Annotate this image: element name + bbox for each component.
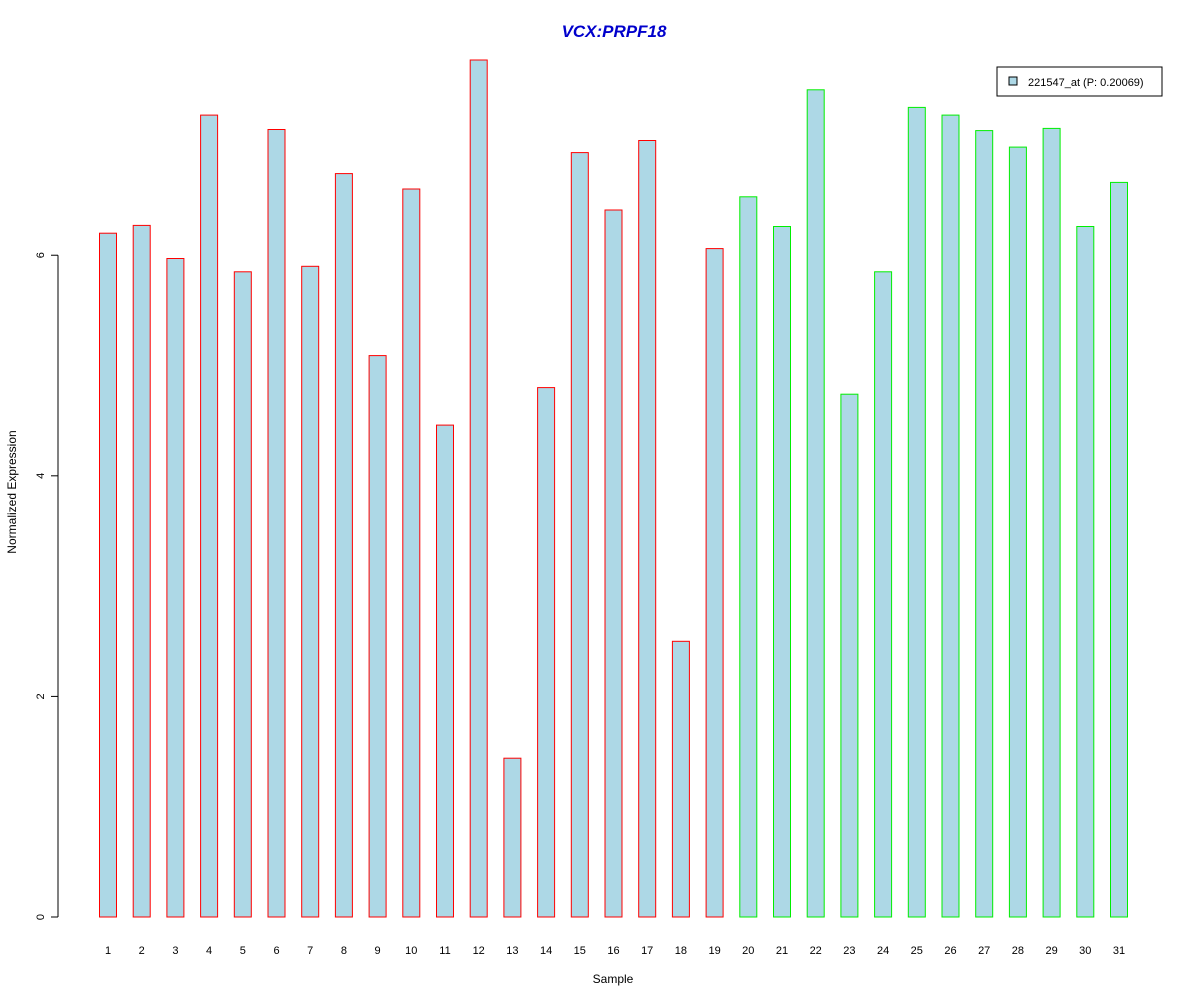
y-tick-label: 4 [35, 473, 47, 479]
bar-sample-27 [975, 130, 994, 918]
bar-sample-8 [334, 173, 353, 918]
bar-sample-2 [132, 224, 151, 918]
x-tick-label: 9 [375, 945, 381, 957]
x-tick-label: 5 [240, 945, 246, 957]
x-tick-label: 11 [439, 945, 450, 957]
x-tick-label: 6 [273, 945, 279, 957]
bar-sample-17 [638, 140, 657, 918]
bar-sample-6 [267, 129, 286, 918]
bar-sample-5 [233, 271, 252, 918]
bar-sample-26 [941, 114, 960, 918]
bars-group [99, 59, 1128, 918]
x-tick-label: 10 [405, 945, 417, 957]
x-tick-label: 4 [206, 945, 212, 957]
bar-sample-31 [1110, 181, 1128, 918]
bar-sample-7 [301, 265, 320, 918]
bar-sample-20 [739, 196, 758, 918]
bar-sample-25 [907, 106, 926, 918]
x-axis-label: Sample [593, 972, 634, 986]
x-tick-label: 24 [877, 945, 889, 957]
legend-swatch [1008, 76, 1018, 86]
x-tick-label: 17 [641, 945, 653, 957]
bar-sample-10 [402, 188, 421, 918]
x-tick-label: 14 [540, 945, 552, 957]
bar-sample-30 [1076, 226, 1095, 918]
x-tick-label: 30 [1079, 945, 1091, 957]
x-tick-label: 31 [1113, 945, 1125, 957]
y-axis-label: Normalized Expression [5, 430, 19, 553]
x-tick-label: 22 [810, 945, 822, 957]
bar-sample-1 [99, 232, 117, 918]
bar-sample-18 [671, 640, 690, 918]
x-tick-label: 15 [574, 945, 586, 957]
bar-sample-19 [705, 248, 724, 918]
bar-sample-9 [368, 355, 387, 918]
y-tick-label: 6 [35, 252, 47, 258]
bar-sample-22 [806, 89, 825, 918]
x-tick-label: 13 [506, 945, 518, 957]
x-tick-label: 7 [307, 945, 313, 957]
x-tick-label: 12 [473, 945, 485, 957]
x-tick-labels: 1 2 3 4 5 6 7 8 9 10 11 12 13 14 15 16 17 18 19 20 21 22 23 24 2… [105, 945, 1125, 957]
bar-sample-24 [874, 271, 893, 918]
x-tick-label: 8 [341, 945, 347, 957]
x-tick-label: 18 [675, 945, 687, 957]
x-tick-label: 21 [776, 945, 788, 957]
legend: 221547_at (P: 0.20069) [996, 66, 1163, 97]
x-tick-label: 28 [1012, 945, 1024, 957]
x-tick-label: 16 [607, 945, 619, 957]
x-tick-label: 1 [105, 945, 111, 957]
x-tick-label: 2 [139, 945, 145, 957]
bar-sample-12 [469, 59, 488, 918]
x-tick-label: 26 [944, 945, 956, 957]
bar-sample-21 [773, 226, 791, 918]
bar-sample-4 [200, 114, 219, 918]
x-tick-label: 27 [978, 945, 990, 957]
bar-sample-15 [570, 152, 589, 918]
bar-sample-23 [840, 393, 859, 918]
bar-sample-11 [436, 424, 454, 918]
bar-sample-13 [503, 757, 522, 918]
y-axis: 0 2 4 6 [35, 252, 59, 920]
chart-title: VCX:PRPF18 [562, 22, 667, 41]
x-tick-label: 29 [1045, 945, 1057, 957]
y-tick-label: 2 [35, 693, 47, 699]
y-tick-label: 0 [35, 914, 47, 920]
x-tick-label: 20 [742, 945, 754, 957]
bar-sample-29 [1042, 127, 1061, 918]
bar-sample-28 [1008, 146, 1027, 918]
x-tick-label: 23 [843, 945, 855, 957]
bar-sample-16 [604, 209, 623, 918]
x-tick-label: 25 [911, 945, 923, 957]
bar-sample-14 [537, 387, 556, 918]
x-tick-label: 3 [172, 945, 178, 957]
x-tick-label: 19 [708, 945, 720, 957]
bar-sample-3 [166, 258, 185, 918]
legend-label: 221547_at (P: 0.20069) [1028, 77, 1144, 89]
legend-box [996, 66, 1163, 97]
